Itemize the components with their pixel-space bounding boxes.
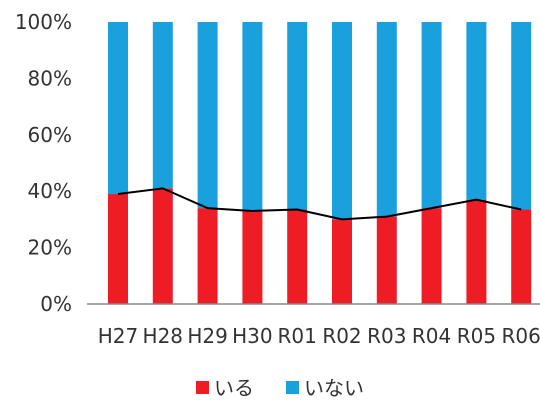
x-tick-label: R01 xyxy=(278,324,317,348)
bar-segment-iru xyxy=(332,219,352,304)
bar-segment-iru xyxy=(152,188,173,304)
y-tick-label: 40% xyxy=(28,179,72,203)
bar-segment-inai xyxy=(152,22,173,189)
iru-trend-line xyxy=(117,187,522,221)
x-tick-label: R04 xyxy=(412,324,451,348)
x-tick-label: R06 xyxy=(502,324,540,348)
bar-segment-iru xyxy=(287,209,308,304)
x-tick-label: H30 xyxy=(232,324,273,348)
x-tick-label: R03 xyxy=(367,324,406,348)
y-tick-label: 20% xyxy=(28,236,72,260)
bar-segment-inai xyxy=(242,22,263,211)
x-tick-label: H29 xyxy=(187,324,228,348)
x-tick-label: R05 xyxy=(457,324,496,348)
legend: いる いない xyxy=(196,376,364,400)
bar-segment-inai xyxy=(511,22,532,210)
x-axis-labels: H27 H28 H29 H30 R01 R02 R03 R04 R05 R06 xyxy=(98,324,540,348)
bar-segment-inai xyxy=(108,22,128,195)
x-tick-label: H27 xyxy=(98,324,139,348)
bar-segment-inai xyxy=(421,22,442,209)
y-tick-label: 80% xyxy=(28,66,72,90)
x-tick-label: H28 xyxy=(143,324,184,348)
legend-swatch xyxy=(286,381,299,394)
legend-label: いない xyxy=(304,376,364,400)
y-tick-label: 60% xyxy=(28,123,72,147)
y-axis-labels: 0% 20% 40% 60% 80% 100% xyxy=(15,10,72,316)
bar-segment-inai xyxy=(376,22,397,217)
legend-label: いる xyxy=(214,376,254,400)
bar-segment-inai xyxy=(197,22,218,209)
y-tick-label: 0% xyxy=(40,292,72,316)
bar-segment-iru xyxy=(511,209,532,304)
bar-segment-iru xyxy=(421,208,442,304)
bar-segment-iru xyxy=(108,194,128,304)
bar-segment-iru xyxy=(242,210,263,304)
bar-segment-iru xyxy=(466,199,487,304)
bars xyxy=(108,22,532,304)
legend-swatch xyxy=(196,381,209,394)
bar-segment-inai xyxy=(332,22,352,220)
bar-segment-iru xyxy=(197,208,218,304)
x-tick-label: R02 xyxy=(322,324,361,348)
bar-segment-inai xyxy=(466,22,487,200)
bar-segment-inai xyxy=(287,22,308,210)
y-tick-label: 100% xyxy=(15,10,72,34)
bar-segment-iru xyxy=(376,216,397,304)
